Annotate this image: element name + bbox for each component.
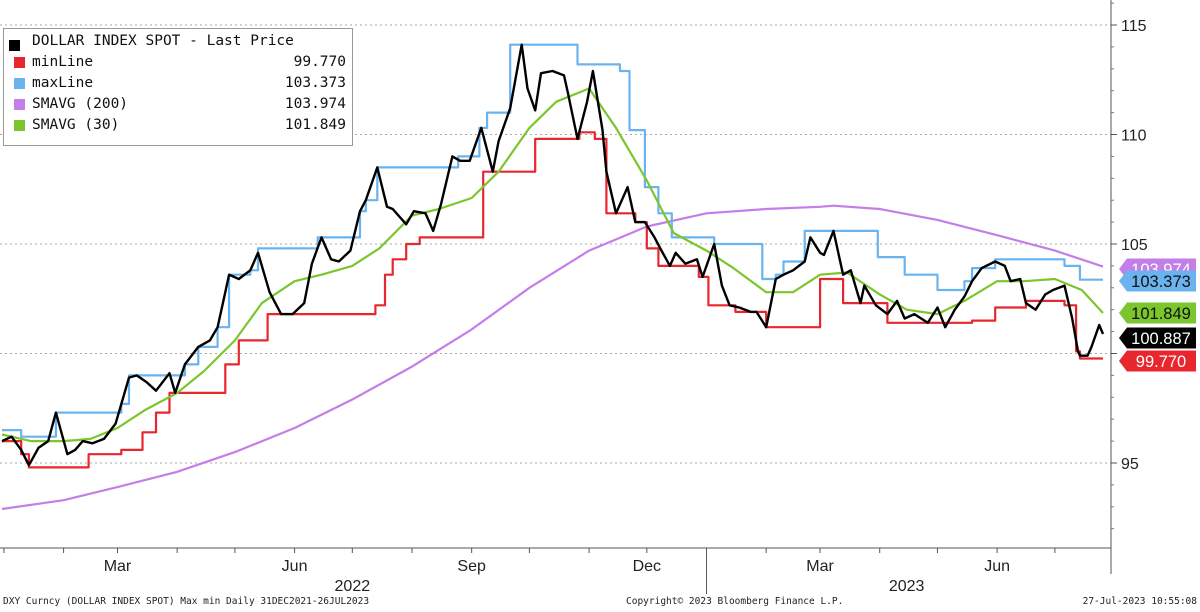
series-lines	[1, 43, 1105, 511]
y-tick-label: 105	[1121, 237, 1148, 254]
end-label: 99.770	[1119, 350, 1196, 372]
end-label: 101.849	[1119, 302, 1196, 324]
legend-row-minline: minLine 99.770	[4, 52, 352, 73]
legend: DOLLAR INDEX SPOT - Last Price minLine 9…	[3, 28, 353, 146]
legend-value: 103.974	[284, 96, 346, 112]
legend-row-maxline: maxLine 103.373	[4, 73, 352, 94]
legend-row-smavg30: SMAVG (30) 101.849	[4, 115, 352, 136]
end-label-text: 99.770	[1136, 353, 1186, 371]
x-axis-ticks: Mar Jun Sep Dec Mar Jun 2022 2023	[3, 548, 1056, 595]
x-month-label: Mar	[806, 558, 834, 575]
x-month-label: Jun	[984, 558, 1010, 575]
y-tick-label: 95	[1121, 456, 1139, 473]
end-label: 100.887	[1119, 327, 1196, 349]
end-label-text: 103.373	[1131, 273, 1191, 291]
legend-swatch-maxline	[14, 78, 25, 89]
end-label: 103.373	[1119, 270, 1196, 292]
legend-label: minLine	[32, 54, 94, 70]
x-month-label: Dec	[633, 558, 661, 575]
y-tick-label: 110	[1121, 128, 1147, 145]
end-label-box	[1119, 270, 1196, 292]
y-axis-ticks: 95 105 110 115	[1111, 2, 1148, 530]
end-label-box	[1119, 302, 1196, 324]
end-label-box	[1119, 350, 1196, 372]
legend-title-marker	[9, 36, 24, 57]
legend-title-row: DOLLAR INDEX SPOT - Last Price	[4, 31, 352, 52]
series-line-price	[1, 43, 1105, 467]
end-label-text: 100.887	[1131, 330, 1191, 348]
legend-title: DOLLAR INDEX SPOT - Last Price	[32, 33, 294, 49]
x-year-label: 2023	[889, 578, 925, 595]
legend-label: SMAVG (200)	[32, 96, 129, 112]
x-month-label: Mar	[104, 558, 132, 575]
x-month-label: Jun	[282, 558, 308, 575]
legend-value: 101.849	[284, 117, 346, 133]
legend-swatch-minline	[14, 57, 25, 68]
series-line-sma30	[1, 87, 1104, 443]
footer-source: DXY Curncy (DOLLAR INDEX SPOT) Max min D…	[3, 596, 370, 607]
series-line-sma200	[1, 204, 1104, 511]
series-line-max	[2, 43, 1103, 438]
legend-value: 99.770	[293, 54, 346, 70]
legend-label: SMAVG (30)	[32, 117, 120, 133]
y-tick-label: 115	[1121, 18, 1147, 35]
end-label-box	[1119, 327, 1196, 349]
footer-copyright: Copyright© 2023 Bloomberg Finance L.P.	[626, 596, 844, 607]
legend-value: 103.373	[284, 75, 346, 91]
footer-timestamp: 27-Jul-2023 10:55:08	[1082, 596, 1197, 607]
legend-swatch-smavg30	[14, 120, 25, 131]
end-label-text: 101.849	[1131, 305, 1191, 323]
x-year-label: 2022	[335, 578, 371, 595]
x-month-label: Sep	[457, 558, 486, 575]
legend-label: maxLine	[32, 75, 94, 91]
legend-swatch-smavg200	[14, 99, 25, 110]
legend-row-smavg200: SMAVG (200) 103.974	[4, 94, 352, 115]
